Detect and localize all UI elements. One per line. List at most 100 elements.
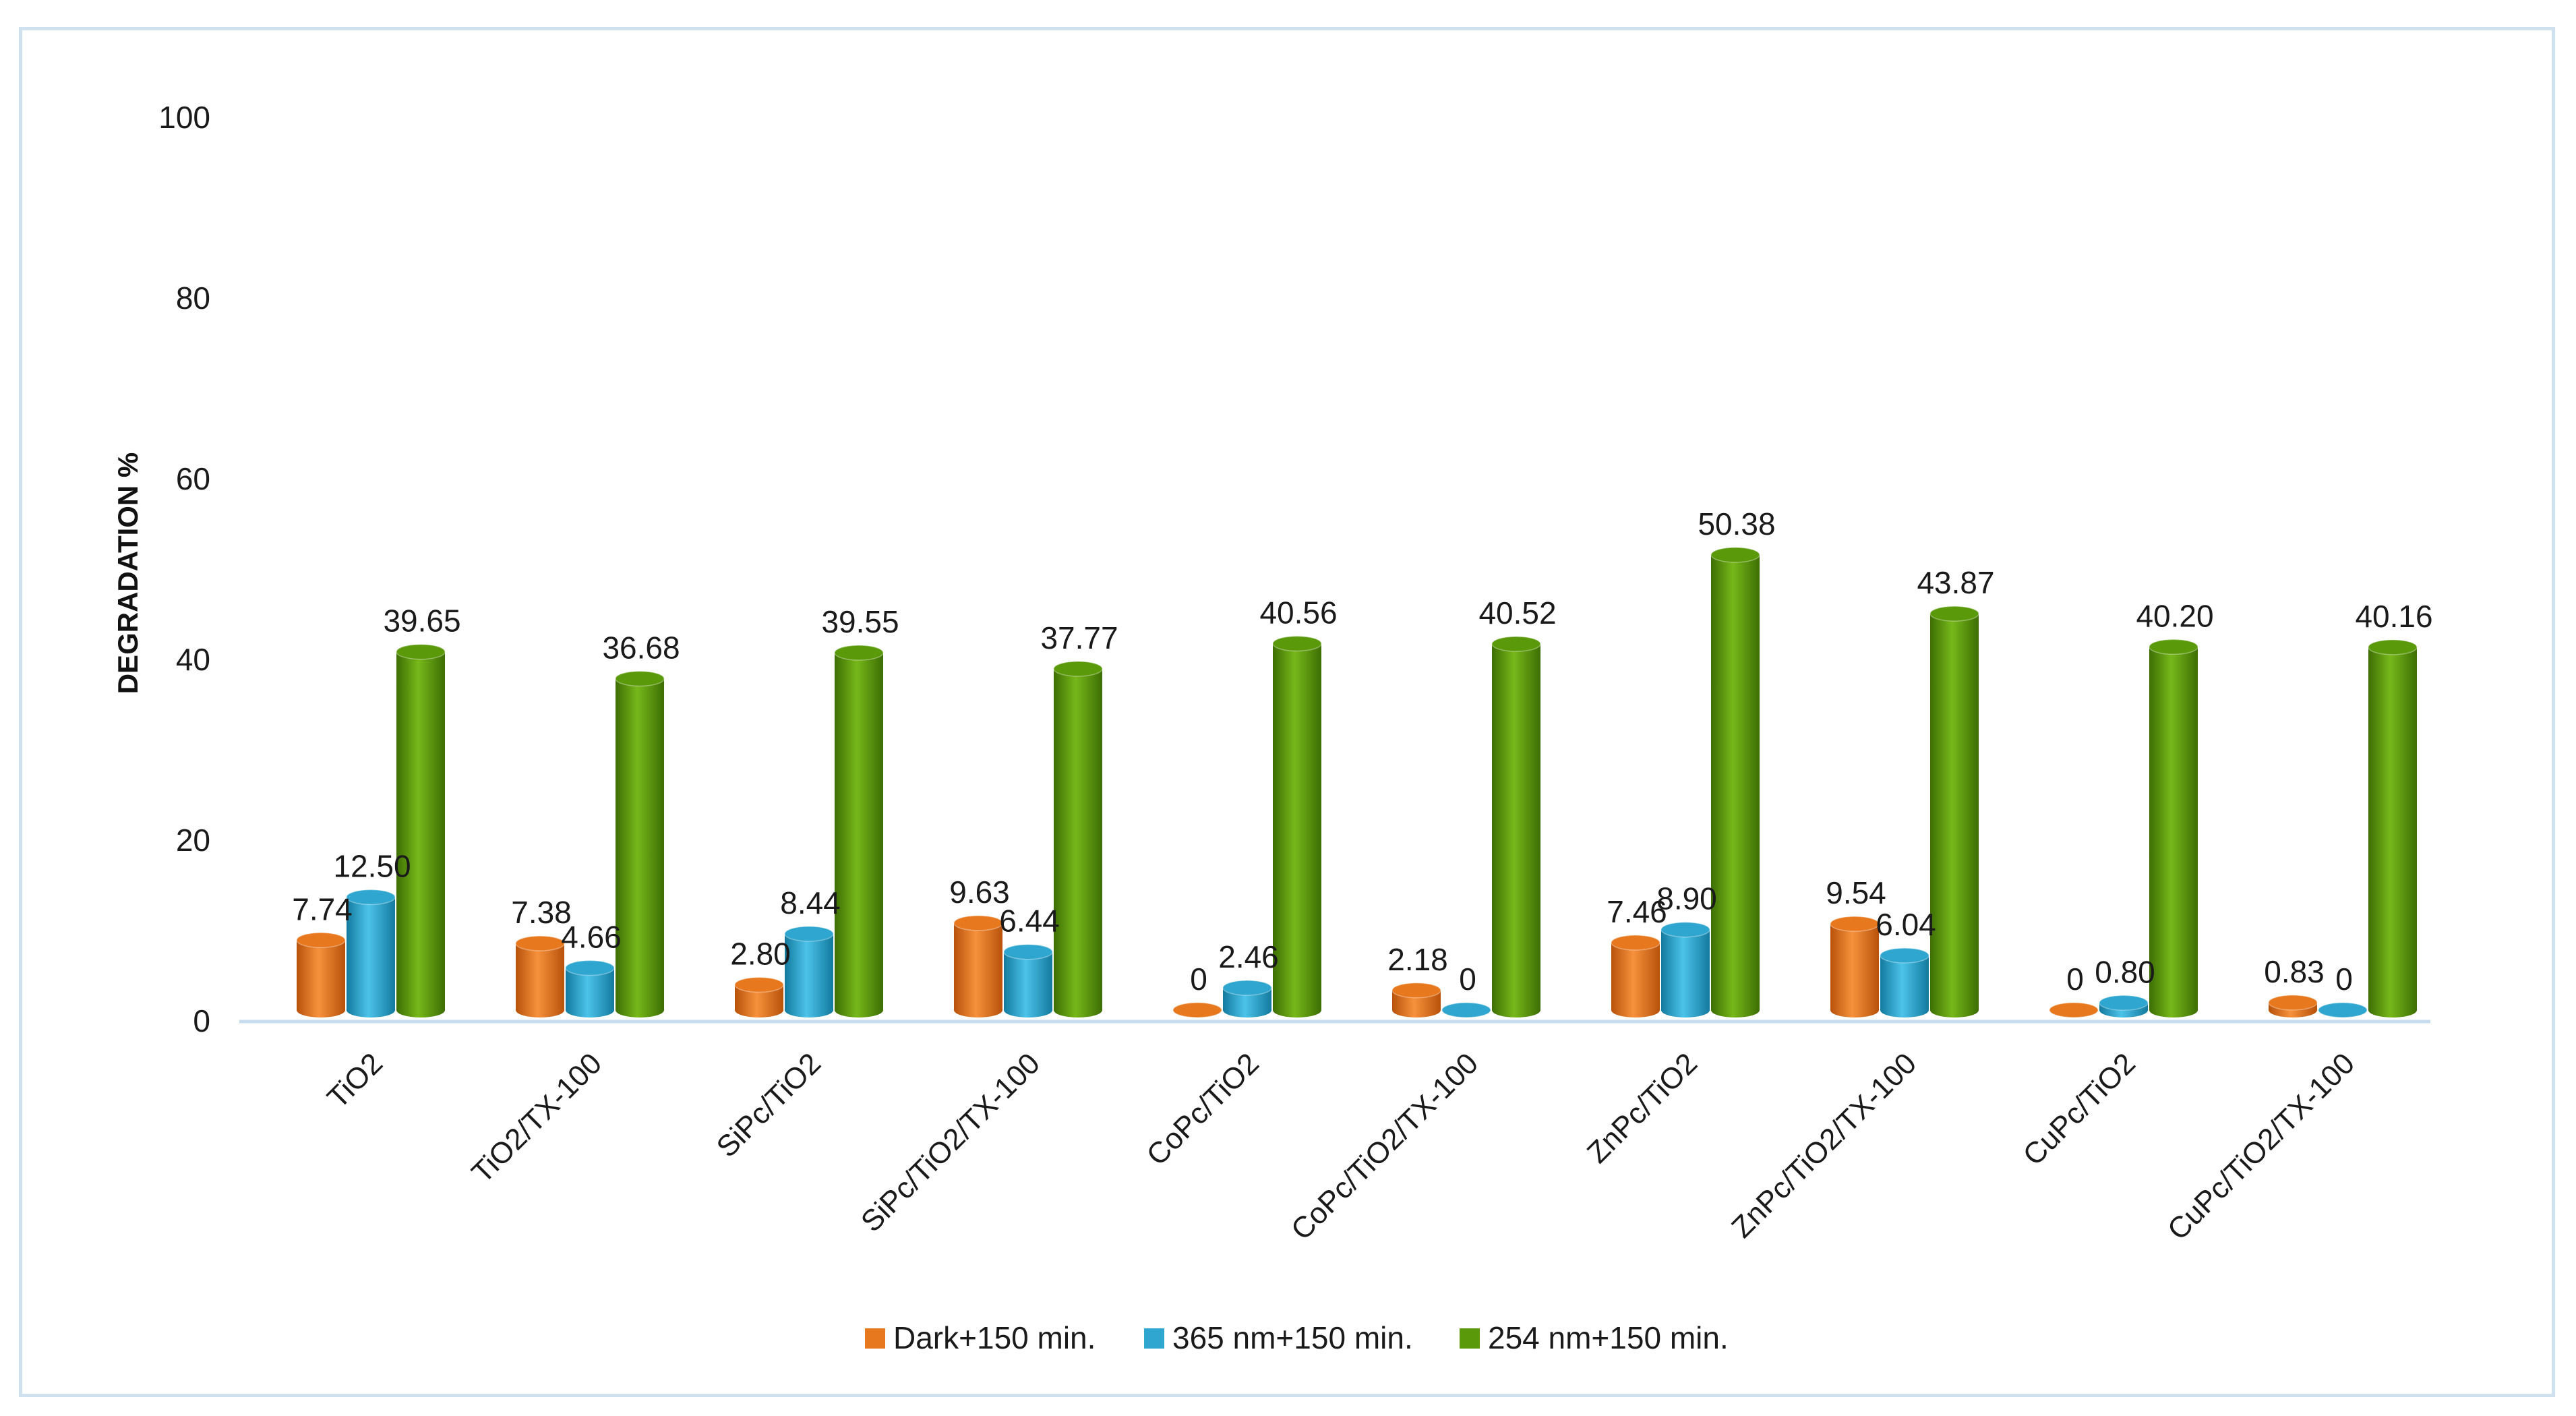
category-label: ZnPc/TiO2 bbox=[1581, 1046, 1704, 1169]
data-label: 8.44 bbox=[780, 885, 841, 920]
data-label: 39.55 bbox=[821, 604, 899, 639]
data-label: 12.50 bbox=[333, 849, 411, 884]
data-label: 6.44 bbox=[999, 904, 1060, 939]
bar bbox=[1391, 982, 1441, 1017]
category-label: SiPc/TiO2 bbox=[711, 1046, 828, 1164]
bar-top bbox=[565, 960, 615, 976]
bar bbox=[1929, 606, 1979, 1017]
y-tick-label: 20 bbox=[176, 823, 210, 858]
bar-top bbox=[2318, 1002, 2368, 1018]
bar-body bbox=[735, 984, 783, 1017]
bar bbox=[1441, 1002, 1491, 1018]
data-label: 43.87 bbox=[1917, 565, 1994, 600]
bar-top bbox=[396, 643, 446, 660]
legend-label-254nm: 254 nm+150 min. bbox=[1488, 1320, 1729, 1355]
bar bbox=[1222, 980, 1272, 1017]
bar-body bbox=[1004, 951, 1052, 1017]
bar bbox=[953, 915, 1003, 1017]
data-label: 0.80 bbox=[2095, 954, 2155, 989]
bar bbox=[1003, 943, 1053, 1017]
bar-top bbox=[1491, 636, 1541, 652]
category-label: CuPc/TiO2/TX-100 bbox=[2161, 1046, 2361, 1246]
category-labels: TiO2 TiO2/TX-100 SiPc/TiO2 SiPc/TiO2/TX-… bbox=[321, 1046, 2361, 1246]
data-label: 9.54 bbox=[1826, 875, 1886, 910]
bar bbox=[615, 670, 665, 1017]
bar-top bbox=[2268, 995, 2318, 1011]
data-label: 0 bbox=[1459, 962, 1476, 997]
y-axis: 0 20 40 60 80 100 DEGRADATION % bbox=[112, 100, 210, 1038]
bar-top bbox=[1053, 661, 1103, 677]
bar-top bbox=[2099, 995, 2149, 1011]
data-label: 7.38 bbox=[511, 895, 572, 930]
bar bbox=[296, 932, 346, 1017]
bar bbox=[1172, 1002, 1222, 1018]
legend: Dark+150 min. 365 nm+150 min. 254 nm+150… bbox=[865, 1320, 1729, 1355]
category-label: TiO2 bbox=[321, 1046, 389, 1115]
bar-top bbox=[834, 645, 884, 661]
category-label: CoPc/TiO2 bbox=[1140, 1046, 1265, 1172]
y-tick-label: 40 bbox=[176, 642, 210, 677]
data-label: 2.80 bbox=[730, 936, 791, 971]
bar bbox=[2318, 1002, 2368, 1018]
bar bbox=[1611, 935, 1660, 1017]
data-label: 2.18 bbox=[1387, 942, 1448, 977]
data-label: 8.90 bbox=[1656, 881, 1717, 916]
y-tick-label: 0 bbox=[193, 1003, 210, 1038]
data-label: 7.46 bbox=[1607, 894, 1667, 929]
bar-top bbox=[296, 932, 346, 949]
category-label: CuPc/TiO2 bbox=[2016, 1046, 2142, 1172]
bar-body bbox=[297, 940, 345, 1017]
bar-top bbox=[615, 670, 665, 687]
bar bbox=[515, 935, 565, 1017]
data-label: 9.63 bbox=[949, 875, 1010, 910]
bar-body bbox=[347, 897, 395, 1017]
bar-body bbox=[954, 922, 1002, 1017]
bar-top bbox=[2149, 639, 2198, 655]
bar-body bbox=[516, 943, 564, 1017]
data-label: 2.46 bbox=[1218, 939, 1279, 974]
bar bbox=[1660, 921, 1710, 1017]
bar bbox=[834, 645, 884, 1017]
data-label: 0 bbox=[2066, 962, 2084, 997]
data-label: 0.83 bbox=[2264, 954, 2325, 989]
bar-top bbox=[1611, 935, 1660, 951]
plot-area bbox=[239, 547, 2430, 1024]
bar-body bbox=[1611, 943, 1660, 1017]
bar bbox=[2099, 995, 2149, 1017]
data-label: 0 bbox=[1190, 962, 1207, 997]
category-label: ZnPc/TiO2/TX-100 bbox=[1725, 1046, 1923, 1244]
data-label: 6.04 bbox=[1876, 907, 1936, 942]
bar-body bbox=[1880, 955, 1929, 1017]
bar bbox=[1710, 547, 1760, 1017]
bar bbox=[2149, 639, 2198, 1017]
legend-swatch-254nm bbox=[1460, 1328, 1480, 1349]
data-label: 0 bbox=[2335, 962, 2353, 997]
bar-body bbox=[1273, 643, 1321, 1017]
bar bbox=[1880, 947, 1929, 1017]
category-label: TiO2/TX-100 bbox=[465, 1046, 608, 1189]
data-label: 40.20 bbox=[2136, 598, 2213, 633]
y-tick-label: 60 bbox=[176, 461, 210, 496]
bar bbox=[2268, 995, 2318, 1017]
bar-top bbox=[515, 935, 565, 951]
bar-body bbox=[1661, 929, 1710, 1017]
bar-body bbox=[1711, 554, 1760, 1017]
data-label: 37.77 bbox=[1040, 620, 1118, 655]
bar bbox=[784, 926, 834, 1017]
bar-body bbox=[1830, 924, 1879, 1017]
bar bbox=[1053, 661, 1103, 1017]
bar-top bbox=[1222, 980, 1272, 996]
legend-label-dark: Dark+150 min. bbox=[893, 1320, 1096, 1355]
bar bbox=[734, 976, 784, 1017]
bar-top bbox=[346, 889, 396, 906]
legend-swatch-365nm bbox=[1144, 1328, 1164, 1349]
bar-body bbox=[566, 968, 614, 1017]
y-axis-title: DEGRADATION % bbox=[112, 452, 144, 695]
bar-top bbox=[1391, 982, 1441, 999]
data-label: 40.52 bbox=[1478, 595, 1556, 630]
bar-top bbox=[1710, 547, 1760, 563]
bar-top bbox=[1929, 606, 1979, 622]
bar-top bbox=[2368, 639, 2418, 655]
bar-body bbox=[616, 678, 664, 1017]
bar-top bbox=[1172, 1002, 1222, 1018]
